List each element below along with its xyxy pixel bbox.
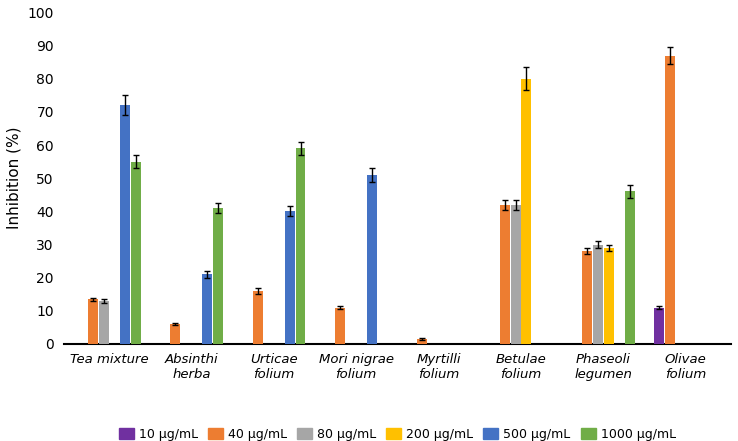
Bar [418,339,427,344]
Bar [295,148,306,344]
Bar [582,251,592,344]
Bar [521,79,531,344]
Bar [368,175,377,344]
Bar [120,105,130,344]
Bar [665,56,675,344]
Bar [213,208,223,344]
Bar [285,211,294,344]
Bar [131,162,141,344]
Y-axis label: Inhibition (%): Inhibition (%) [7,127,22,229]
Bar [625,191,635,344]
Bar [202,274,213,344]
Legend: 10 μg/mL, 40 μg/mL, 80 μg/mL, 200 μg/mL, 500 μg/mL, 1000 μg/mL: 10 μg/mL, 40 μg/mL, 80 μg/mL, 200 μg/mL,… [114,423,681,441]
Bar [88,299,98,344]
Bar [335,307,345,344]
Bar [654,307,664,344]
Bar [511,205,520,344]
Bar [170,324,180,344]
Bar [593,244,603,344]
Bar [252,291,263,344]
Bar [604,248,614,344]
Bar [500,205,510,344]
Bar [99,301,108,344]
